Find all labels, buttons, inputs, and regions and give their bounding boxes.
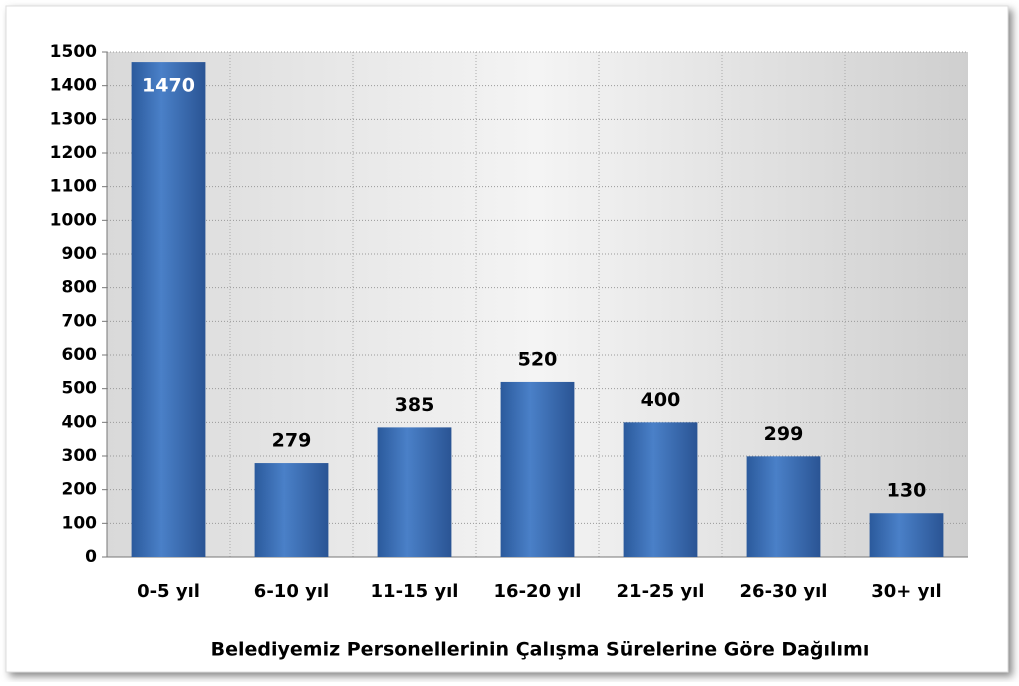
- chart-title: Belediyemiz Personellerinin Çalışma Süre…: [211, 639, 870, 661]
- data-label: 279: [272, 430, 312, 452]
- data-label: 385: [395, 394, 435, 416]
- data-label: 130: [887, 480, 927, 502]
- bar: [377, 427, 452, 557]
- x-tick-label: 16-20 yıl: [494, 581, 582, 602]
- y-tick-label: 1500: [50, 42, 97, 62]
- y-tick-label: 0: [85, 547, 97, 567]
- data-label: 1470: [142, 75, 195, 97]
- y-tick-label: 900: [62, 244, 98, 264]
- y-tick-label: 100: [62, 513, 98, 533]
- x-tick-label: 6-10 yıl: [254, 581, 329, 602]
- data-label: 400: [641, 389, 681, 411]
- x-tick-label: 26-30 yıl: [740, 581, 828, 602]
- y-tick-label: 1400: [50, 76, 97, 96]
- y-tick-label: 1300: [50, 109, 97, 129]
- bar: [131, 62, 206, 557]
- y-tick-label: 800: [62, 278, 98, 298]
- x-tick-label: 30+ yıl: [871, 581, 941, 602]
- y-tick-label: 1100: [50, 177, 97, 197]
- bar: [623, 422, 698, 557]
- bar: [746, 456, 821, 557]
- y-tick-label: 1000: [50, 210, 97, 230]
- data-label: 299: [764, 423, 804, 445]
- y-tick-label: 500: [62, 379, 98, 399]
- bar: [500, 381, 575, 557]
- x-tick-label: 21-25 yıl: [617, 581, 705, 602]
- y-tick-label: 1200: [50, 143, 97, 163]
- y-tick-label: 300: [62, 446, 98, 466]
- y-tick-label: 600: [62, 345, 98, 365]
- y-tick-label: 200: [62, 480, 98, 500]
- data-label: 520: [518, 348, 558, 370]
- y-tick-label: 400: [62, 412, 98, 432]
- y-tick-label: 700: [62, 311, 98, 331]
- bar: [869, 513, 944, 557]
- x-tick-label: 11-15 yıl: [371, 581, 459, 602]
- x-tick-label: 0-5 yıl: [137, 581, 200, 602]
- bar: [254, 463, 329, 557]
